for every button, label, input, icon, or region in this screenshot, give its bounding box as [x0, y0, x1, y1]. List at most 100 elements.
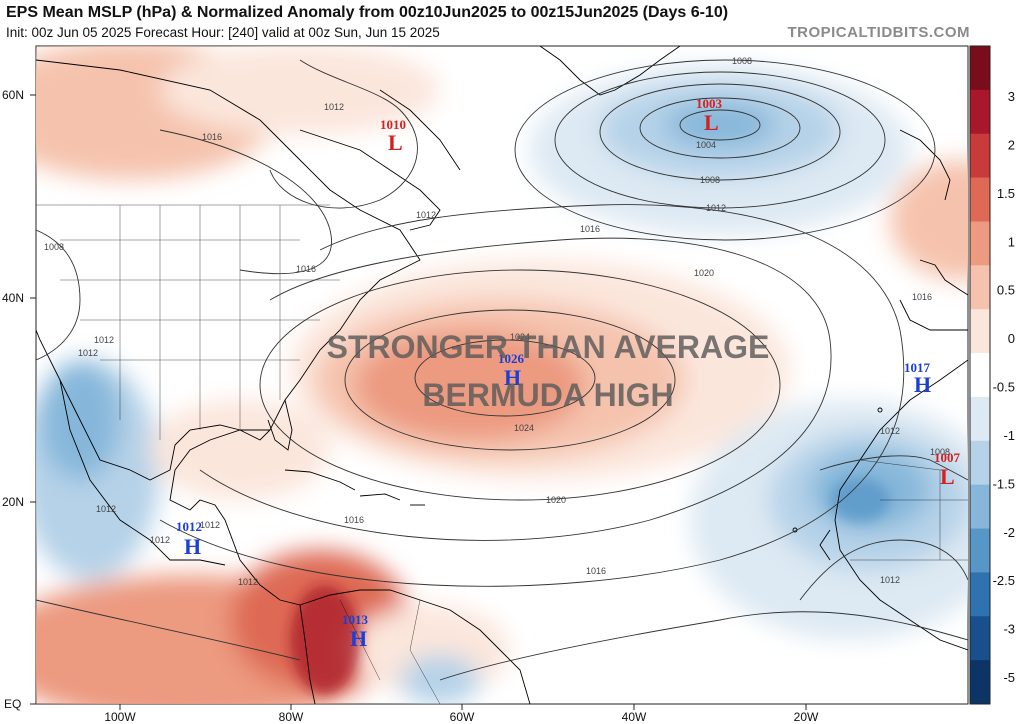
low-pressure-center: 1003 L: [696, 96, 723, 135]
isobar-label: 1008: [44, 242, 64, 252]
colorbar-segment: [970, 133, 990, 179]
colorbar-tick-label: -2: [1003, 525, 1015, 540]
isobar-label: 1024: [514, 423, 534, 433]
pressure-value: 1003: [696, 96, 723, 111]
colorbar-tick-label: 0.5: [997, 283, 1015, 298]
political-borders: [36, 204, 968, 704]
lon-tick-label: 20W: [794, 710, 819, 724]
high-pressure-center: 1026 H: [498, 351, 525, 390]
colorbar-tick-label: 2: [1008, 137, 1015, 152]
colorbar-segment: [970, 396, 990, 442]
colorbar-tick-label: -5: [1003, 670, 1015, 685]
isobar-label: 1012: [880, 426, 900, 436]
lat-tick-label: 60N: [2, 88, 24, 102]
colorbar-tick-label: 0: [1008, 331, 1015, 346]
pressure-value: 1010: [380, 117, 406, 132]
isobar-label: 1012: [78, 348, 98, 358]
colorbar-segment: [970, 440, 990, 486]
colorbar-segment: [970, 46, 990, 91]
lat-tick-label: 40N: [2, 291, 24, 305]
colorbar-tick-label: 1: [1008, 234, 1015, 249]
lon-tick-label: 80W: [279, 710, 304, 724]
isobar-labels: 1008 1004 1008 1012 1016 1020 1024 1024 …: [44, 56, 950, 587]
pressure-value: 1026: [498, 351, 525, 366]
map-subtitle: Init: 00z Jun 05 2025 Forecast Hour: [24…: [6, 25, 440, 40]
isobar-label: 1012: [324, 102, 344, 112]
isobar-label: 1020: [694, 268, 714, 278]
isobar-label: 1012: [96, 504, 116, 514]
isobar-label: 1008: [930, 447, 950, 457]
high-pressure-center: 1017 H: [904, 360, 931, 397]
pressure-value: 1013: [342, 612, 369, 627]
colorbar-segment: [970, 660, 990, 705]
colorbar-segment: [970, 528, 990, 573]
low-pressure-center: 1010 L: [380, 117, 406, 155]
isobar-label: 1016: [344, 515, 364, 525]
isobar-label: 1016: [580, 224, 600, 234]
isobar-label: 1016: [296, 264, 316, 274]
lon-tick-label: 100W: [104, 710, 136, 724]
isobar-label: 1016: [586, 566, 606, 576]
colorbar-segment: [970, 221, 990, 266]
high-pressure-center: 1012 H: [176, 519, 202, 559]
overlay-annotation-line-2: BERMUDA HIGH: [422, 377, 673, 413]
isobar-label: 1012: [416, 210, 436, 220]
land-masses: [36, 46, 968, 704]
colorbar-segment: [970, 616, 990, 661]
isobar-label: 1008: [732, 56, 752, 66]
colorbar-tick-label: 3: [1008, 89, 1015, 104]
isobar-label: 1012: [150, 535, 170, 545]
pressure-value: 1017: [904, 360, 931, 375]
header: EPS Mean MSLP (hPa) & Normalized Anomaly…: [0, 0, 1024, 46]
anomaly-shading: [36, 46, 968, 704]
isobar-label: 1012: [706, 203, 726, 213]
brand-watermark: TROPICALTIDBITS.COM: [787, 24, 970, 41]
high-symbol: H: [350, 626, 367, 651]
colorbar-segment: [970, 484, 990, 530]
colorbar-tick-label: -3: [1003, 622, 1015, 637]
isobar-label: 1012: [200, 520, 220, 530]
isobar-label: 1012: [94, 335, 114, 345]
colorbar-tick-label: -2.5: [993, 573, 1015, 588]
isobars: [36, 59, 968, 681]
isobar-label: 1024: [510, 332, 530, 342]
axis-ticks: [30, 94, 807, 710]
isobar-label: 1012: [238, 577, 258, 587]
colorbar-tick-label: 1.5: [997, 186, 1015, 201]
colorbar-segment: [970, 177, 990, 222]
colorbar-tick-label: -1.5: [993, 476, 1015, 491]
high-pressure-center: 1013 H: [342, 612, 369, 651]
colorbar-border: [969, 45, 991, 705]
lon-tick-label: 40W: [622, 710, 647, 724]
map-title: EPS Mean MSLP (hPa) & Normalized Anomaly…: [6, 4, 729, 21]
colorbar-segment: [970, 572, 990, 617]
colorbar: [969, 45, 991, 705]
pressure-value: 1007: [934, 450, 961, 465]
colorbar-segment: [970, 353, 990, 398]
low-pressure-center: 1007 L: [934, 450, 961, 489]
low-symbol: L: [388, 130, 403, 155]
isobar-label: 1016: [202, 132, 222, 142]
colorbar-segment: [970, 309, 990, 354]
isobar-label: 1008: [700, 175, 720, 185]
low-symbol: L: [704, 110, 719, 135]
colorbar-tick-label: -0.5: [993, 380, 1015, 395]
colorbar-labels: 3 2 1.5 1 0.5 0 -0.5 -1 -1.5 -2 -2.5 -3 -5: [993, 89, 1015, 685]
isobar-label: 1016: [912, 292, 932, 302]
pressure-value: 1012: [176, 519, 202, 534]
low-symbol: L: [940, 464, 955, 489]
colorbar-segment: [970, 265, 990, 310]
high-symbol: H: [914, 372, 931, 397]
high-symbol: H: [184, 534, 201, 559]
lon-tick-label: 60W: [450, 710, 475, 724]
isobar-label: 1012: [880, 575, 900, 585]
isobar-label: 1004: [696, 140, 716, 150]
isobar-label: 1020: [546, 495, 566, 505]
overlay-annotation-line-1: STRONGER THAN AVERAGE: [327, 329, 770, 365]
pressure-centers: 1010 L 1003 L 1026 H 1017 H 1007 L 1012 …: [176, 96, 961, 651]
high-symbol: H: [504, 365, 521, 390]
lat-tick-label: EQ: [4, 697, 21, 711]
lat-tick-label: 20N: [2, 495, 24, 509]
colorbar-segment: [970, 89, 990, 135]
